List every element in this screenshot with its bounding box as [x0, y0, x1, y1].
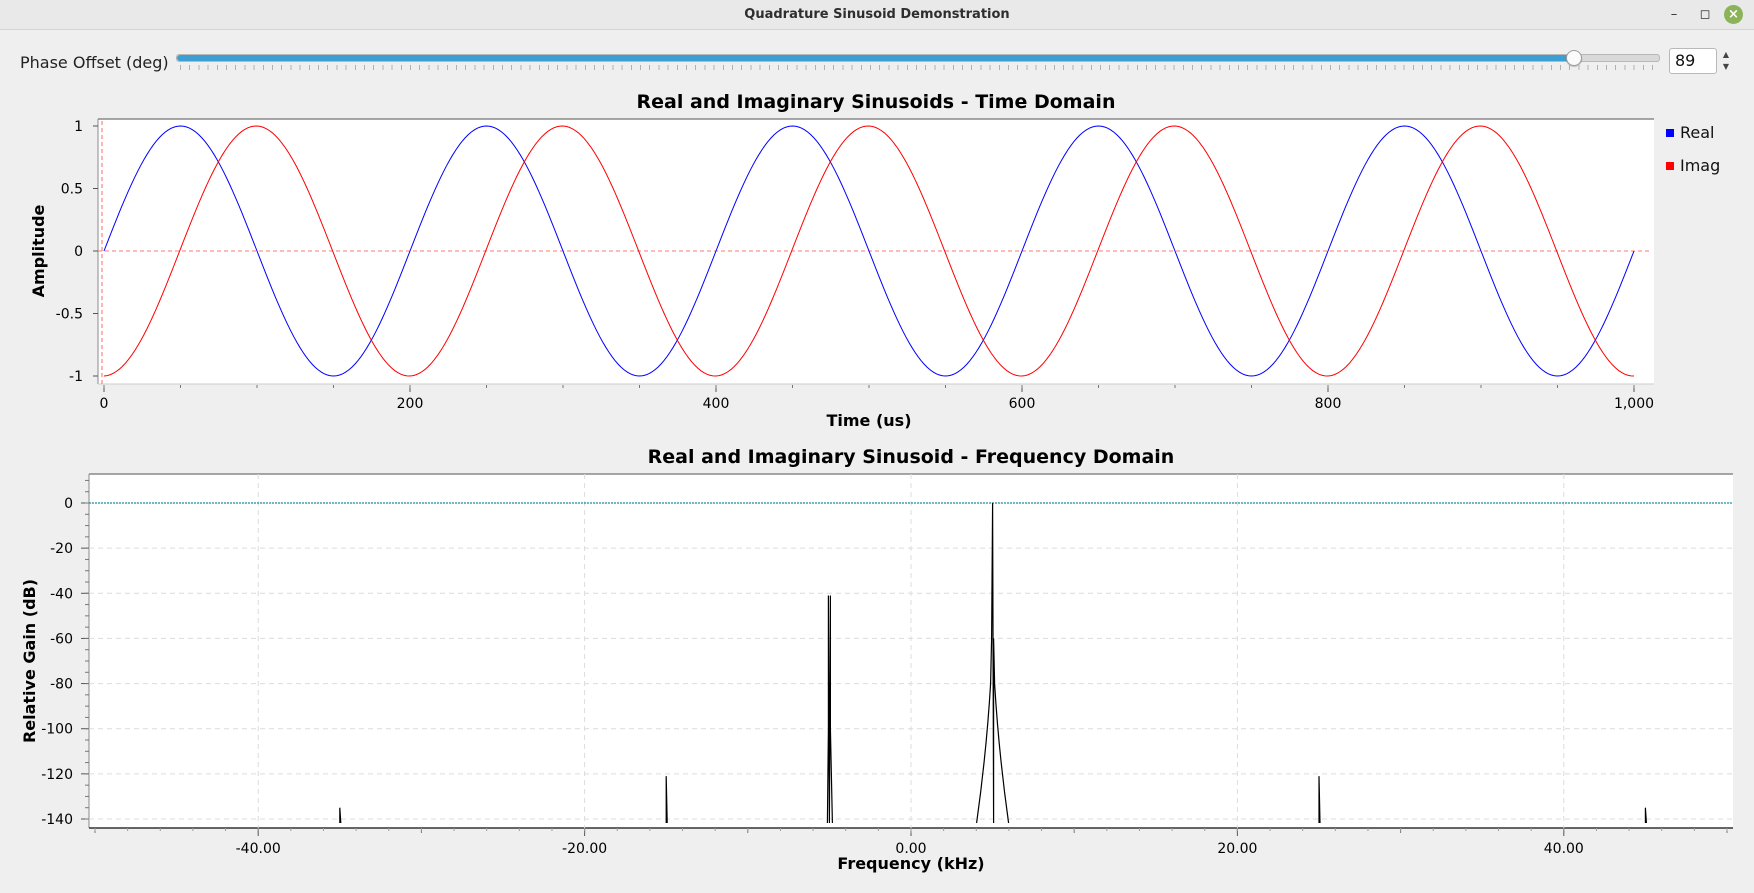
phase-offset-control: Phase Offset (deg) 89 ▲ ▼ — [0, 38, 1754, 84]
spectrum-peak — [665, 776, 668, 824]
time-x-tick-label: 1,000 — [1614, 396, 1654, 412]
freq-y-tick-label: -120 — [41, 767, 73, 783]
time-y-axis-label: Amplitude — [29, 204, 48, 297]
chevron-down-icon[interactable]: ▼ — [1722, 62, 1730, 71]
time-x-tick-label: 400 — [703, 396, 730, 412]
close-icon[interactable]: × — [1724, 5, 1743, 24]
legend-imag-swatch — [1666, 162, 1674, 170]
legend-imag-label: Imag — [1680, 156, 1721, 175]
legend-real[interactable]: Real — [1666, 123, 1715, 142]
freq-plot-title: Real and Imaginary Sinusoid - Frequency … — [648, 446, 1175, 468]
series-real-line — [103, 125, 1635, 377]
freq-y-tick-label: -100 — [41, 722, 73, 738]
time-y-tick-label: -1 — [69, 369, 83, 385]
time-domain-plot: Real and Imaginary Sinusoids - Time Doma… — [29, 91, 1654, 430]
time-y-tick-label: -0.5 — [56, 307, 83, 323]
freq-x-axis-label: Frequency (kHz) — [837, 854, 984, 873]
freq-x-tick-label: 40.00 — [1544, 841, 1584, 857]
maximize-icon[interactable]: ◻ — [1699, 7, 1711, 22]
time-y-tick-label: 0 — [74, 244, 83, 260]
time-plot-title: Real and Imaginary Sinusoids - Time Doma… — [637, 91, 1116, 113]
legend-real-label: Real — [1680, 123, 1715, 142]
freq-x-tick-label: -40.00 — [236, 841, 281, 857]
freq-y-tick-label: -60 — [50, 631, 73, 647]
spectrum-peak — [976, 502, 1010, 824]
freq-x-tick-label: 20.00 — [1217, 841, 1257, 857]
minimize-icon[interactable]: – — [1670, 7, 1678, 22]
slider-ticks — [180, 65, 1654, 70]
spectrum-peak — [339, 807, 342, 824]
slider-handle[interactable] — [1565, 50, 1582, 66]
freq-y-tick-label: 0 — [64, 496, 73, 512]
freq-y-tick-label: -140 — [41, 812, 73, 828]
phase-offset-spinbox[interactable]: 89 — [1669, 48, 1717, 74]
freq-y-tick-label: -40 — [50, 586, 73, 602]
time-y-tick-label: 1 — [74, 119, 83, 135]
frequency-domain-plot: Real and Imaginary Sinusoid - Frequency … — [20, 446, 1733, 873]
window-title: Quadrature Sinusoid Demonstration — [744, 7, 1010, 22]
time-x-tick-label: 600 — [1009, 396, 1036, 412]
series-imag-line — [103, 125, 1635, 377]
slider-fill — [177, 55, 1574, 61]
time-x-tick-label: 200 — [397, 396, 424, 412]
legend-real-swatch — [1666, 129, 1674, 137]
freq-y-tick-label: -20 — [50, 541, 73, 557]
freq-x-tick-label: 0.00 — [895, 841, 926, 857]
freq-y-axis-label: Relative Gain (dB) — [20, 579, 39, 743]
spectrum-peak — [1644, 807, 1647, 824]
chevron-up-icon[interactable]: ▲ — [1722, 50, 1730, 59]
spectrum-peak — [1318, 776, 1321, 824]
time-x-tick-label: 800 — [1315, 396, 1342, 412]
freq-y-tick-label: -80 — [50, 677, 73, 693]
freq-x-tick-label: -20.00 — [562, 841, 607, 857]
phase-offset-slider[interactable] — [176, 54, 1660, 62]
spectrum-peak — [826, 595, 833, 824]
time-x-axis-label: Time (us) — [826, 411, 911, 430]
phase-offset-label: Phase Offset (deg) — [20, 53, 169, 72]
title-bar: Quadrature Sinusoid Demonstration – ◻ × — [0, 0, 1754, 30]
time-x-tick-label: 0 — [100, 396, 109, 412]
legend-imag[interactable]: Imag — [1666, 156, 1720, 175]
time-y-tick-label: 0.5 — [61, 182, 83, 198]
